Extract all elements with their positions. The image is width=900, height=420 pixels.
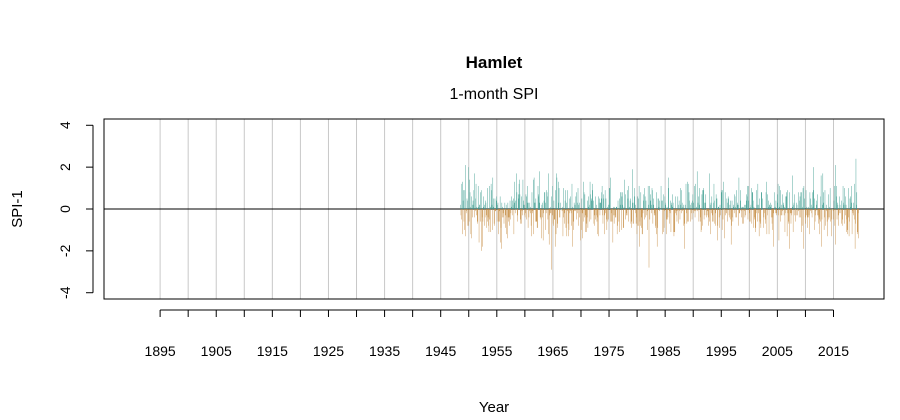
x-tick-label: 1915: [257, 343, 288, 359]
x-tick-label: 1935: [369, 343, 400, 359]
y-axis: -4 -2 0 2 4: [57, 121, 94, 299]
x-tick-label: 2005: [762, 343, 793, 359]
y-axis-label: SPI-1: [9, 190, 26, 228]
y-tick-label: 0: [57, 205, 73, 213]
x-tick-label: 1905: [201, 343, 232, 359]
x-tick-label: 1925: [313, 343, 344, 359]
x-tick-label: 1995: [706, 343, 737, 359]
spi-bars: [460, 158, 859, 270]
x-tick-label: 1955: [481, 343, 512, 359]
plot-frame: [103, 118, 885, 300]
x-tick-label: 1975: [593, 343, 624, 359]
x-tick-label: 1895: [145, 343, 176, 359]
x-axis: 1895 1905 1915 1925 1935 1945 1955 1965 1975 1985…: [145, 309, 849, 359]
chart-title: Hamlet: [466, 53, 523, 72]
x-tick-label: 1965: [537, 343, 568, 359]
y-tick-label: 4: [57, 121, 73, 129]
x-axis-label: Year: [479, 399, 509, 416]
y-tick-label: 2: [57, 163, 73, 171]
x-tick-label: 1945: [425, 343, 456, 359]
x-tick-label: 2015: [818, 343, 849, 359]
y-tick-label: -2: [57, 244, 73, 257]
x-tick-label: 1985: [650, 343, 681, 359]
chart-subtitle: 1-month SPI: [450, 86, 539, 103]
y-tick-label: -4: [57, 286, 73, 299]
